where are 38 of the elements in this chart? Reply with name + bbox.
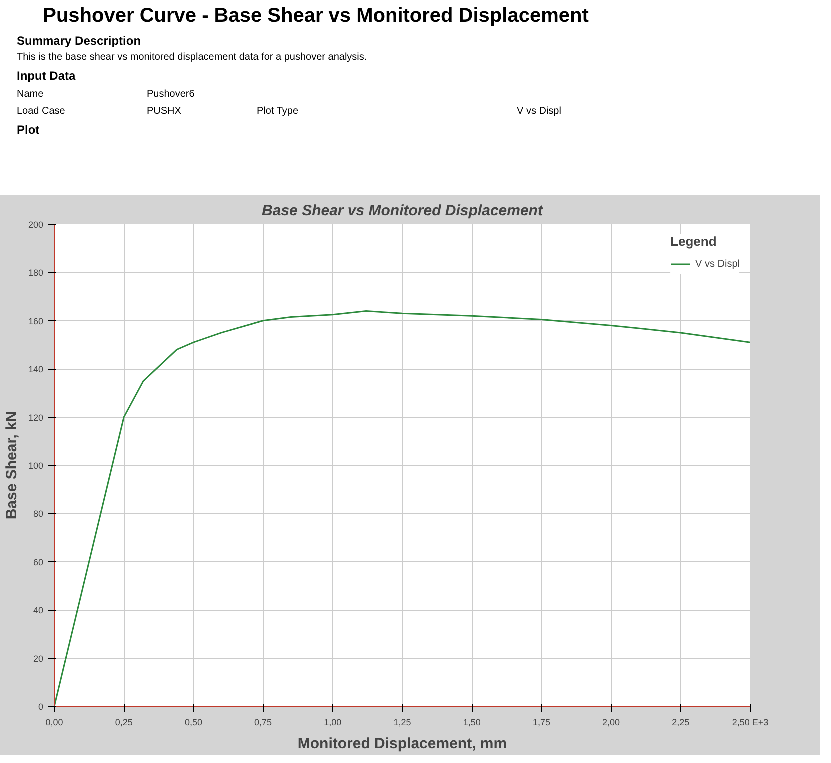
y-tick-label: 80: [33, 509, 44, 520]
y-axis-title: Base Shear, kN: [3, 411, 20, 520]
x-tick-label: 1,50: [463, 718, 481, 728]
text: V vs Displ: [517, 106, 562, 117]
x-tick-label: 1,75: [532, 718, 550, 728]
text: Plot: [17, 123, 41, 137]
text: Pushover6: [147, 89, 196, 100]
text: Plot Type: [257, 106, 300, 117]
x-axis-title: Monitored Displacement, mm: [298, 736, 508, 752]
x-tick-label: 0,00: [46, 718, 64, 728]
y-tick-label: 60: [33, 557, 44, 568]
x-tick-label: 2,25: [672, 718, 690, 728]
x-tick-label: 0,50: [184, 718, 202, 728]
legend-title: Legend: [670, 234, 718, 249]
y-tick-label: 40: [33, 606, 44, 616]
text: PUSHX: [147, 106, 182, 117]
y-tick-label: 0: [38, 702, 44, 712]
text: This is the base shear vs monitored displacement data for a pushover analysis.: [17, 52, 368, 63]
y-tick-label: 200: [28, 220, 44, 230]
x-tick-label: 1,00: [324, 718, 342, 728]
x-tick-label: 2,50 E+3: [732, 718, 769, 728]
legend-label: V vs Displ: [696, 258, 740, 270]
x-tick-label: 0,75: [254, 718, 272, 728]
text: Summary Description: [17, 34, 142, 48]
chart-subtitle: Base Shear vs Monitored Displacement: [262, 202, 544, 220]
x-tick-label: 2,00: [602, 718, 620, 728]
text: Input Data: [17, 69, 77, 83]
y-tick-label: 20: [33, 654, 44, 664]
text: Load Case: [17, 106, 66, 117]
y-tick-label: 100: [28, 461, 44, 471]
text: Name: [17, 89, 45, 100]
x-tick-label: 1,25: [394, 718, 412, 728]
y-tick-label: 120: [28, 412, 44, 423]
y-tick-label: 160: [28, 316, 44, 326]
y-tick-label: 140: [28, 364, 44, 375]
y-tick-label: 180: [28, 268, 44, 278]
x-tick-label: 0,25: [115, 718, 133, 728]
chart-title: Pushover Curve - Base Shear vs Monitored Displacement: [42, 5, 590, 28]
